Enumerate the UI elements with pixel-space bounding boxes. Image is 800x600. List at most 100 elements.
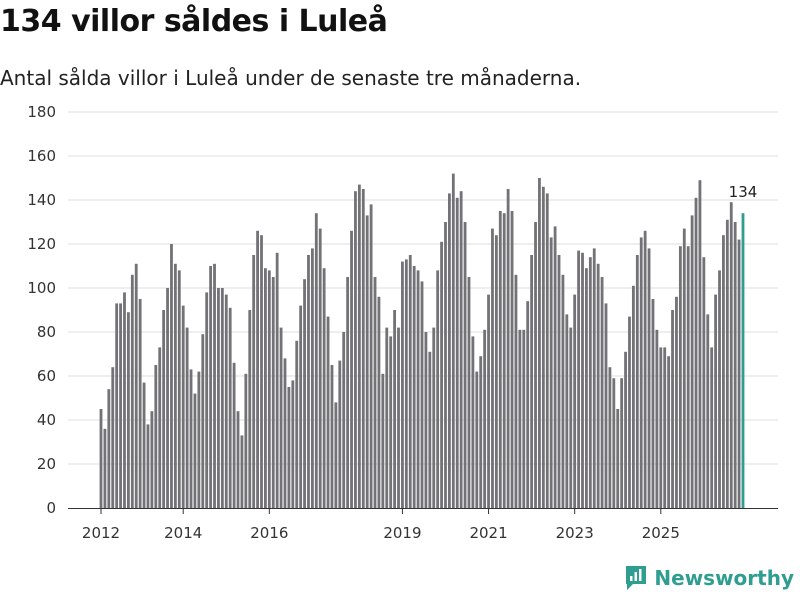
- bar: [553, 226, 557, 508]
- bars: [99, 173, 745, 509]
- bar: [193, 393, 197, 508]
- bar: [107, 389, 111, 508]
- bar: [154, 365, 158, 508]
- bar: [479, 356, 483, 508]
- bar: [541, 186, 545, 509]
- bar: [690, 215, 694, 508]
- bar: [628, 316, 631, 508]
- y-tick-label: 0: [46, 499, 56, 517]
- bar: [170, 244, 173, 508]
- bar: [173, 263, 177, 508]
- y-tick-label: 120: [27, 235, 56, 253]
- bar: [275, 252, 279, 508]
- bar: [514, 274, 518, 508]
- bar: [119, 303, 122, 508]
- bar: [565, 314, 569, 508]
- bar: [643, 230, 647, 509]
- bar: [737, 239, 741, 508]
- bar: [463, 222, 467, 508]
- bar: [228, 307, 232, 508]
- bar: [150, 411, 154, 508]
- bar: [635, 255, 639, 508]
- bar: [314, 213, 318, 508]
- bar: [303, 279, 306, 508]
- bar: [201, 334, 205, 508]
- x-tick-label: 2023: [556, 524, 594, 542]
- bar: [600, 277, 604, 508]
- bar: [538, 178, 541, 508]
- bar: [354, 191, 357, 508]
- bar: [146, 424, 150, 508]
- bar: [299, 305, 303, 508]
- bar: [518, 329, 522, 508]
- bar: [346, 277, 350, 508]
- bar: [232, 362, 236, 508]
- bar: [671, 310, 674, 508]
- bar: [224, 294, 228, 508]
- bar: [103, 428, 107, 508]
- bar: [491, 228, 494, 508]
- bar: [99, 409, 103, 508]
- bar: [420, 281, 424, 508]
- bar: [592, 248, 596, 508]
- bar: [714, 294, 718, 508]
- bar: [424, 332, 428, 508]
- bar: [389, 336, 393, 508]
- bar: [620, 378, 624, 508]
- bar: [217, 288, 220, 508]
- bar: [428, 351, 432, 508]
- latest-value-label: 134: [729, 183, 758, 201]
- bar: [702, 257, 706, 508]
- bar: [138, 299, 142, 508]
- x-tick-label: 2012: [82, 524, 120, 542]
- bar: [577, 250, 580, 508]
- bar: [330, 365, 334, 508]
- bar: [581, 252, 584, 508]
- bar: [639, 237, 643, 508]
- bar: [608, 367, 612, 508]
- bar: [205, 292, 209, 508]
- bar: [338, 360, 342, 508]
- brand-name: Newsworthy: [654, 566, 794, 590]
- bar: [279, 327, 283, 508]
- bar: [526, 301, 530, 508]
- bar: [248, 310, 252, 508]
- x-tick-label: 2025: [642, 524, 680, 542]
- bar: [267, 270, 271, 508]
- bar: [667, 356, 671, 508]
- x-tick-label: 2016: [250, 524, 288, 542]
- bar: [416, 270, 420, 508]
- bar: [459, 191, 463, 508]
- bar: [604, 303, 608, 508]
- bar: [585, 268, 588, 508]
- bar: [557, 255, 561, 508]
- bar: [612, 378, 616, 508]
- bar: [444, 222, 447, 508]
- bar: [467, 277, 471, 508]
- x-axis: 2012 2014 2016 2019 2021 2023 2025: [68, 508, 778, 542]
- bar: [260, 235, 263, 508]
- bar: [647, 248, 651, 508]
- bar: [252, 255, 256, 508]
- bar: [357, 184, 361, 508]
- bar: [111, 367, 115, 508]
- bar: [561, 274, 565, 508]
- bar: [530, 255, 534, 508]
- bar: [408, 255, 412, 508]
- bar: [134, 263, 138, 508]
- bar: [624, 351, 627, 508]
- y-tick-label: 160: [27, 147, 56, 165]
- bar: [318, 228, 322, 508]
- y-tick-label: 60: [37, 367, 56, 385]
- bar: [126, 312, 130, 508]
- x-tick-label: 2021: [469, 524, 507, 542]
- chart-logo-icon: [626, 566, 647, 590]
- bar: [698, 180, 702, 508]
- bar: [377, 296, 381, 508]
- bar: [158, 347, 162, 508]
- bar: [447, 193, 451, 508]
- bar: [307, 255, 310, 508]
- bar: [181, 305, 185, 508]
- bar: [264, 268, 267, 508]
